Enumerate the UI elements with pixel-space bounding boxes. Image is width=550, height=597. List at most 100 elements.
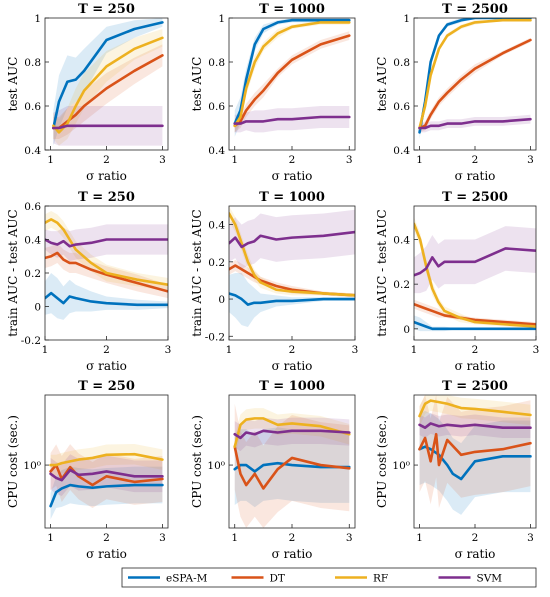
x-axis-label: σ ratio	[455, 169, 496, 183]
x-tick-label: 1	[416, 532, 423, 544]
legend-label-espa-m: eSPA-M	[166, 573, 208, 585]
band-rf	[234, 408, 350, 457]
series-lines	[52, 21, 164, 134]
x-tick-label: 2	[289, 344, 296, 356]
y-axis-label: CPU cost (sec.)	[6, 415, 20, 508]
band-svm	[414, 226, 536, 294]
series-line-rf	[229, 212, 355, 297]
x-tick-label: 1	[416, 154, 423, 166]
y-axis-label: test AUC	[375, 57, 389, 112]
series-line-espa-m	[52, 21, 164, 130]
panel-title: T = 250	[78, 379, 135, 394]
y-tick-label: 0.4	[208, 220, 225, 232]
y-axis-label: train AUC - test AUC	[6, 209, 20, 336]
bands	[414, 217, 536, 332]
panel-7: 1 2 3 10⁰ T = 250 σ ratio CPU cost (sec.)	[6, 379, 169, 561]
x-tick-label: 3	[346, 154, 353, 166]
y-tick-label: 10⁰	[392, 460, 410, 472]
y-tick-label: 1	[403, 13, 410, 25]
panel-title: T = 1000	[259, 379, 325, 394]
x-tick-label: 1	[411, 344, 418, 356]
band-rf	[50, 443, 163, 476]
y-tick-label: 0.6	[393, 101, 410, 113]
series-line-rf	[418, 399, 532, 418]
band-rf	[419, 20, 531, 133]
x-axis-label: σ ratio	[86, 359, 127, 373]
band-dt	[419, 37, 531, 133]
series-line-dt	[45, 251, 168, 293]
panel-title: T = 1000	[259, 190, 325, 205]
band-svm	[229, 209, 355, 270]
y-tick-label: 10⁰	[23, 460, 41, 472]
x-tick-label: 3	[527, 154, 534, 166]
series-line-espa-m	[233, 461, 351, 473]
x-axis-label: σ ratio	[455, 359, 496, 373]
panel-2: 1 2 3 0.4 0.6 0.8 1 T = 1000 σ ratio test AUC	[190, 2, 356, 183]
legend-label-rf: RF	[373, 573, 388, 585]
y-axis-label: test AUC	[6, 57, 20, 112]
series-line-espa-m	[233, 18, 351, 125]
series-lines	[45, 218, 168, 307]
series-line-svm	[49, 468, 164, 482]
series-line-dt	[418, 38, 532, 130]
series-line-rf	[49, 452, 164, 467]
x-tick-label: 3	[159, 154, 166, 166]
x-tick-label: 2	[472, 154, 479, 166]
series-line-svm	[52, 124, 164, 130]
x-tick-label: 2	[103, 532, 110, 544]
y-tick-label: 0.2	[24, 268, 41, 280]
panel-5: 1 2 3 -0.2 0 0.2 0.4 T = 1000 σ ratio train AUC -…	[190, 190, 358, 373]
chart-panels: 1 2 3 0.4 0.6 0.8 1 T = 250 σ ratio test AUC 1 2 3 0.…	[6, 2, 539, 561]
y-tick-label: 10⁰	[207, 460, 225, 472]
y-axis-label: CPU cost (sec.)	[375, 415, 389, 508]
x-axis-label: σ ratio	[86, 547, 127, 561]
series-line-dt	[233, 34, 351, 128]
band-rf	[53, 29, 163, 146]
y-axis-label: train AUC - test AUC	[190, 209, 204, 336]
series-lines	[233, 417, 351, 490]
y-tick-label: 0.2	[393, 279, 410, 291]
panel-title: T = 1000	[259, 2, 325, 17]
x-tick-label: 1	[231, 532, 238, 544]
y-tick-label: 0.8	[24, 57, 41, 69]
x-axis-label: σ ratio	[272, 169, 313, 183]
y-tick-label: 1	[34, 13, 41, 25]
series-line-rf	[233, 417, 351, 448]
series-line-rf	[233, 21, 351, 128]
x-tick-label: 1	[47, 532, 54, 544]
panel-4: 1 2 3 -0.2 0 0.2 0.4 0.6 T = 250 σ ratio train AUC…	[6, 190, 171, 373]
x-tick-label: 2	[289, 154, 296, 166]
series-line-svm	[233, 429, 351, 440]
panel-6: 1 2 3 0 0.2 0.4 T = 2500 σ ratio train AUC - tes…	[375, 190, 539, 373]
panel-9: 1 2 3 10⁰ T = 2500 σ ratio CPU cost (sec.)	[375, 379, 537, 561]
panel-title: T = 2500	[442, 379, 508, 394]
band-espa-m	[45, 273, 168, 320]
panel-title: T = 250	[78, 2, 135, 17]
band-dt	[53, 44, 163, 139]
legend-box	[121, 567, 537, 588]
series-line-rf	[414, 222, 536, 328]
series-line-rf	[52, 36, 164, 134]
x-tick-label: 3	[346, 532, 353, 544]
y-tick-label: 0.8	[208, 57, 225, 69]
y-tick-label: 1	[218, 13, 225, 25]
y-tick-label: 0.4	[393, 235, 410, 247]
x-tick-label: 2	[103, 344, 110, 356]
x-tick-label: 2	[472, 532, 479, 544]
x-tick-label: 1	[231, 154, 238, 166]
series-lines	[418, 18, 532, 134]
x-tick-label: 2	[289, 532, 296, 544]
series-lines	[418, 399, 532, 481]
x-tick-label: 3	[159, 532, 166, 544]
x-tick-label: 3	[165, 344, 172, 356]
band-svm	[419, 114, 531, 133]
band-dt	[234, 31, 350, 133]
series-line-svm	[418, 117, 532, 130]
y-tick-label: 0.6	[24, 201, 41, 213]
series-line-svm	[418, 422, 532, 430]
x-axis-label: σ ratio	[272, 359, 313, 373]
y-tick-label: -0.2	[21, 335, 41, 347]
y-axis-label: train AUC - test AUC	[375, 209, 389, 336]
band-espa-m	[50, 466, 163, 520]
panel-3: 1 2 3 0.4 0.6 0.8 1 T = 2500 σ ratio test AUC	[375, 2, 537, 183]
